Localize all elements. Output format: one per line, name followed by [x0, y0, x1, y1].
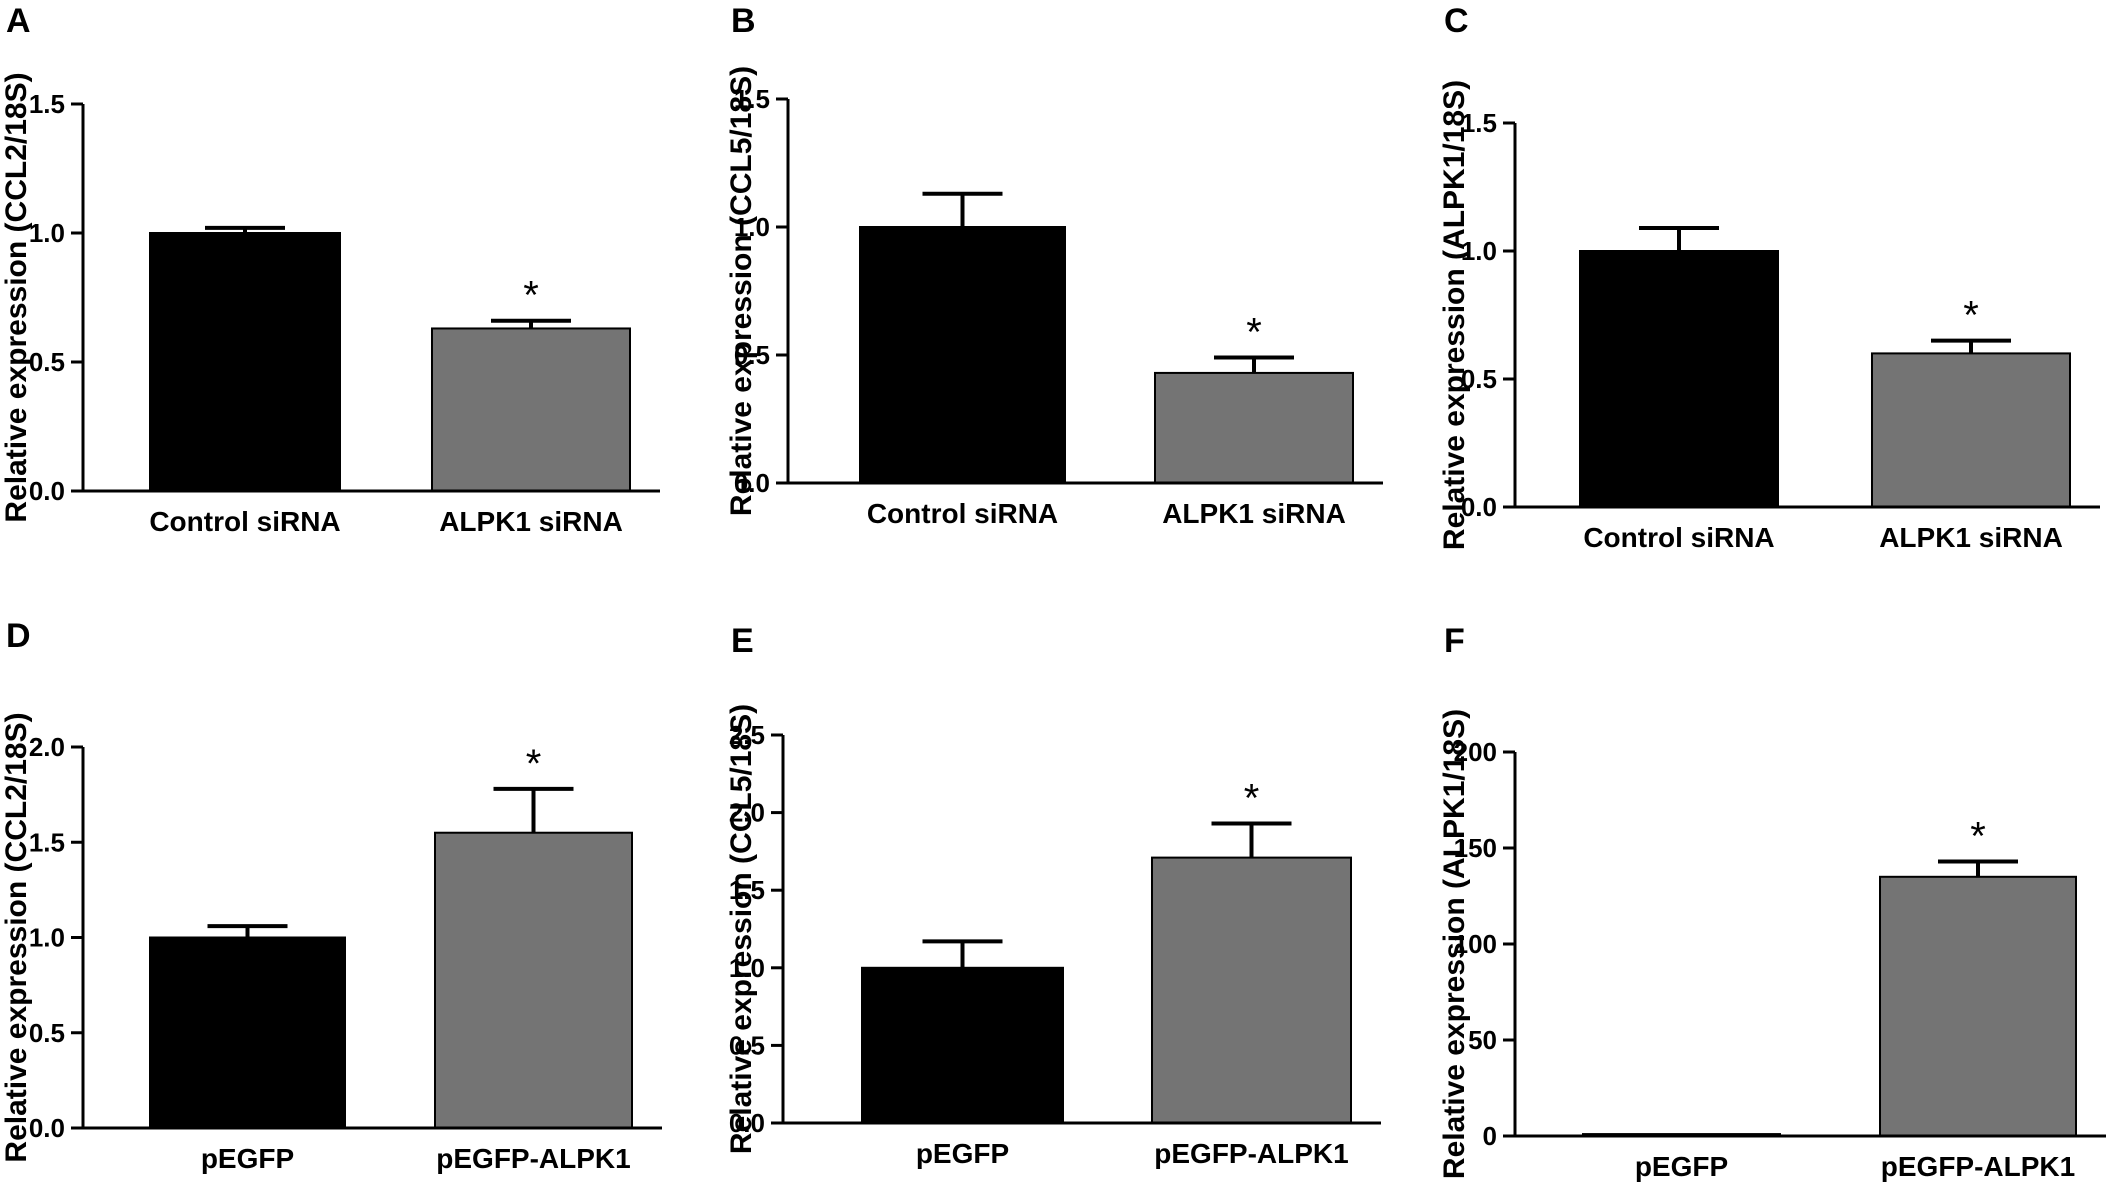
- bar: [434, 831, 633, 1129]
- y-tick-label: 1.5: [29, 827, 65, 857]
- y-tick-label: 0.5: [729, 1030, 765, 1060]
- x-tick-label: pEGFP-ALPK1: [436, 1143, 630, 1174]
- y-tick-label: 1.5: [1461, 108, 1497, 138]
- y-tick-label: 2.5: [729, 720, 765, 750]
- significance-marker: *: [526, 742, 542, 786]
- x-tick-label: pEGFP-ALPK1: [1881, 1151, 2075, 1182]
- x-tick-label: Control siRNA: [1583, 522, 1774, 553]
- y-tick-label: 2.0: [29, 732, 65, 762]
- bar: [149, 936, 346, 1129]
- panel-label: B: [731, 2, 756, 40]
- x-tick-label: Control siRNA: [867, 498, 1058, 529]
- bar: [1871, 352, 2071, 508]
- bar: [1579, 250, 1779, 508]
- panel-label: D: [6, 617, 31, 655]
- x-tick-label: Control siRNA: [149, 506, 340, 537]
- significance-marker: *: [1244, 776, 1260, 820]
- bar: [431, 327, 631, 492]
- bar: [149, 232, 341, 492]
- y-tick-label: 1.0: [29, 218, 65, 248]
- y-axis-label: Relative expression (CCL5/18S): [725, 704, 758, 1154]
- x-tick-label: ALPK1 siRNA: [1879, 522, 2063, 553]
- y-axis-label: Relative expression (ALPK1/18S): [1438, 80, 1471, 550]
- y-tick-label: 1.5: [729, 875, 765, 905]
- y-tick-label: 100: [1454, 929, 1497, 959]
- panel-label: E: [731, 622, 754, 660]
- x-tick-label: ALPK1 siRNA: [439, 506, 623, 537]
- y-tick-label: 1.0: [29, 923, 65, 953]
- y-tick-label: 2.0: [729, 798, 765, 828]
- y-axis-label: Relative expression (CCL2/18S): [0, 72, 33, 522]
- bar: [861, 966, 1064, 1124]
- y-tick-label: 0.0: [1461, 492, 1497, 522]
- bar: [859, 226, 1066, 484]
- y-tick-label: 0: [1483, 1121, 1497, 1151]
- x-tick-label: pEGFP: [1635, 1151, 1728, 1182]
- y-tick-label: 1.0: [734, 212, 770, 242]
- y-tick-label: 0.5: [29, 347, 65, 377]
- bar: [1879, 875, 2077, 1137]
- y-tick-label: 1.5: [29, 89, 65, 119]
- x-tick-label: pEGFP: [916, 1138, 1009, 1169]
- y-tick-label: 200: [1454, 737, 1497, 767]
- y-tick-label: 150: [1454, 833, 1497, 863]
- y-axis-label: Relative expression (CCL2/18S): [0, 712, 33, 1162]
- y-axis-label: Relative expression (ALPK1/18S): [1438, 709, 1471, 1179]
- y-tick-label: 50: [1468, 1025, 1497, 1055]
- significance-marker: *: [523, 274, 539, 318]
- y-tick-label: 1.5: [734, 84, 770, 114]
- x-tick-label: pEGFP-ALPK1: [1154, 1138, 1348, 1169]
- y-axis-label: Relative expression (CCL5/18S): [725, 66, 758, 516]
- bar: [1154, 371, 1354, 485]
- panel-label: A: [6, 2, 31, 40]
- x-tick-label: pEGFP: [201, 1143, 294, 1174]
- y-tick-label: 1.0: [1461, 236, 1497, 266]
- y-tick-label: 0.0: [729, 1108, 765, 1138]
- significance-marker: *: [1246, 311, 1262, 355]
- y-tick-label: 0.5: [734, 340, 770, 370]
- panel-label: F: [1444, 622, 1465, 660]
- y-tick-label: 1.0: [729, 953, 765, 983]
- y-tick-label: 0.0: [29, 476, 65, 506]
- y-tick-label: 0.0: [734, 468, 770, 498]
- significance-marker: *: [1970, 814, 1986, 858]
- panel-label: C: [1444, 2, 1469, 40]
- significance-marker: *: [1963, 294, 1979, 338]
- y-tick-label: 0.5: [1461, 364, 1497, 394]
- y-tick-label: 0.0: [29, 1113, 65, 1143]
- x-tick-label: ALPK1 siRNA: [1162, 498, 1346, 529]
- y-tick-label: 0.5: [29, 1018, 65, 1048]
- bar: [1151, 856, 1352, 1124]
